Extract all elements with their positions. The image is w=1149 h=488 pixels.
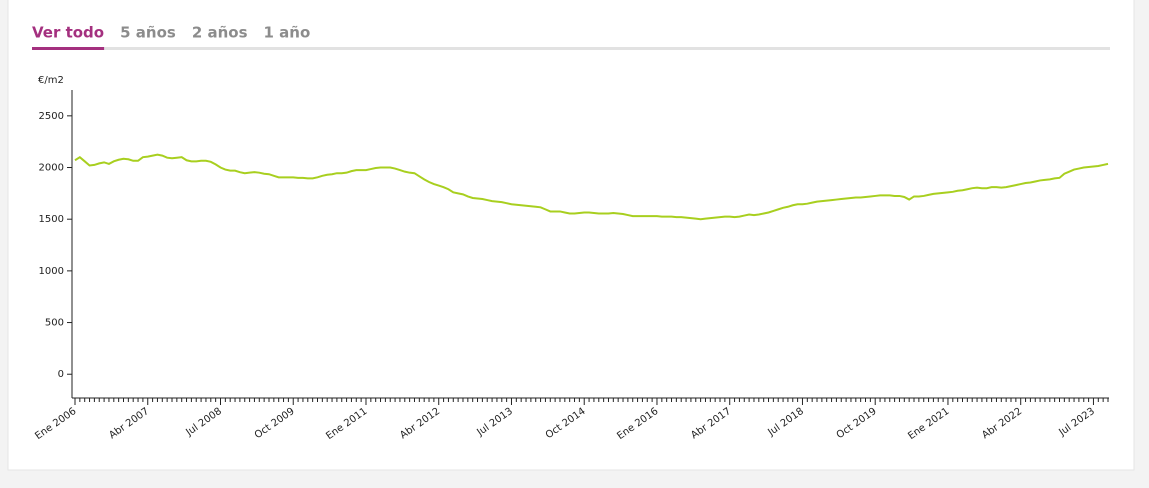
y-tick-label: 2000 bbox=[39, 163, 64, 174]
y-tick-label: 500 bbox=[45, 318, 64, 329]
tab-underline bbox=[32, 47, 105, 50]
y-tick-label: 2500 bbox=[39, 111, 64, 122]
tab[interactable]: Ver todo bbox=[32, 24, 104, 42]
y-axis-label: €/m2 bbox=[38, 75, 64, 86]
tab[interactable]: 5 años bbox=[120, 24, 176, 42]
y-tick-label: 1000 bbox=[39, 266, 64, 277]
price-line bbox=[74, 153, 1109, 221]
tab[interactable]: 2 años bbox=[192, 24, 248, 42]
tab[interactable]: 1 año bbox=[264, 24, 311, 42]
y-tick-label: 1500 bbox=[39, 214, 64, 225]
tab-track bbox=[32, 47, 1110, 50]
y-tick-label: 0 bbox=[58, 369, 64, 380]
card bbox=[7, 0, 1135, 471]
